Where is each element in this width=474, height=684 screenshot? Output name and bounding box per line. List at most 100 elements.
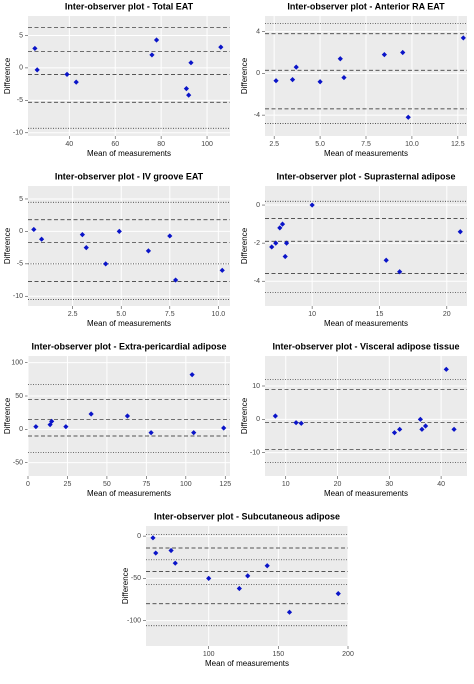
y-tick-label: 0 [19, 426, 23, 433]
y-tick-label: 0 [256, 70, 260, 77]
data-point [79, 232, 85, 238]
panel-title: Inter-observer plot - Visceral adipose t… [273, 341, 460, 351]
data-point [153, 37, 160, 43]
x-tick-label: 125 [219, 481, 231, 488]
data-point [73, 79, 79, 85]
data-point [32, 45, 38, 52]
data-point [298, 420, 304, 426]
y-tick-label: -4 [254, 278, 260, 285]
data-point [167, 233, 173, 239]
panel: Inter-observer plot - Extra-pericardial … [3, 341, 231, 498]
x-tick-label: 20 [334, 481, 342, 488]
data-point [124, 413, 131, 419]
plot-background [265, 356, 467, 476]
x-tick-label: 100 [201, 141, 213, 148]
y-tick-label: 50 [15, 393, 23, 400]
data-point [186, 92, 192, 98]
y-axis-label: Difference [121, 567, 130, 604]
x-tick-label: 40 [437, 481, 445, 488]
x-axis-label: Mean of measurements [324, 319, 408, 328]
x-tick-label: 20 [443, 311, 451, 318]
data-point [188, 60, 194, 66]
x-tick-label: 50 [103, 481, 111, 488]
panel-title: Inter-observer plot - Total EAT [65, 1, 194, 11]
data-point [460, 35, 466, 41]
panel: Inter-observer plot - Total EAT -10 -5 0 5 40… [3, 1, 230, 158]
y-tick-label: 100 [11, 360, 23, 367]
x-axis-label: Mean of measurements [324, 489, 408, 498]
x-tick-label: 150 [273, 651, 285, 658]
data-point [236, 585, 242, 592]
y-tick-label: -50 [13, 460, 23, 467]
y-tick-label: -10 [250, 450, 260, 457]
plot-background [28, 186, 230, 306]
data-point [145, 248, 152, 254]
x-tick-label: 2.5 [269, 141, 279, 148]
panel: Inter-observer plot - Subcutaneous adipo… [121, 511, 354, 668]
x-axis-label: Mean of measurements [87, 149, 171, 158]
x-tick-label: 100 [203, 651, 215, 658]
y-tick-label: 5 [19, 196, 23, 203]
x-tick-label: 30 [385, 481, 393, 488]
data-point [457, 229, 463, 235]
y-axis-label: Difference [3, 227, 12, 264]
y-tick-label: 0 [137, 533, 141, 540]
data-point [273, 78, 279, 84]
data-point [38, 236, 45, 242]
x-tick-label: 10.0 [405, 141, 419, 148]
plot-background [146, 526, 348, 646]
y-tick-label: -4 [254, 112, 260, 119]
data-point [221, 425, 227, 431]
x-tick-label: 40 [65, 141, 73, 148]
panel-title: Inter-observer plot - Extra-pericardial … [31, 341, 226, 351]
data-point [172, 560, 178, 566]
data-point [88, 411, 94, 417]
panel-title: Inter-observer plot - Anterior RA EAT [287, 1, 445, 11]
data-point [272, 413, 278, 419]
y-tick-label: 0 [19, 228, 23, 235]
x-axis-label: Mean of measurements [324, 149, 408, 158]
y-axis-label: Difference [240, 227, 249, 264]
plot-background [28, 16, 230, 136]
data-point [183, 86, 189, 92]
y-tick-label: 10 [252, 383, 260, 390]
y-axis-label: Difference [240, 397, 249, 434]
data-point [381, 52, 387, 58]
data-point [405, 114, 411, 120]
y-axis-label: Difference [3, 57, 12, 94]
y-axis-label: Difference [3, 397, 12, 434]
x-tick-label: 10 [282, 481, 290, 488]
panel: Inter-observer plot - Suprasternal adipo… [240, 171, 467, 328]
y-tick-label: -100 [127, 617, 141, 624]
y-tick-label: 0 [256, 416, 260, 423]
x-tick-label: 100 [180, 481, 192, 488]
x-tick-label: 5.0 [116, 311, 126, 318]
panel-title: Inter-observer plot - IV groove EAT [55, 171, 204, 181]
data-point [218, 44, 224, 50]
data-point [391, 430, 398, 436]
plot-background [265, 186, 467, 306]
x-axis-label: Mean of measurements [205, 659, 289, 668]
panel-title: Inter-observer plot - Suprasternal adipo… [276, 171, 455, 181]
panel-title: Inter-observer plot - Subcutaneous adipo… [154, 511, 340, 521]
x-tick-label: 0 [26, 481, 30, 488]
y-tick-label: 5 [19, 32, 23, 39]
y-tick-label: 0 [19, 65, 23, 72]
data-point [64, 71, 70, 77]
data-point [269, 244, 275, 250]
data-point [31, 226, 37, 233]
y-tick-label: -2 [254, 240, 260, 247]
y-tick-label: -5 [17, 261, 23, 268]
data-point [279, 221, 286, 227]
panel: Inter-observer plot - IV groove EAT -10 -5… [3, 171, 230, 328]
x-tick-label: 25 [64, 481, 72, 488]
x-tick-label: 2.5 [68, 311, 78, 318]
x-tick-label: 80 [157, 141, 165, 148]
panel: Inter-observer plot - Visceral adipose t… [240, 341, 467, 498]
x-axis-label: Mean of measurements [87, 489, 171, 498]
data-point [103, 261, 109, 267]
x-tick-label: 15 [376, 311, 384, 318]
x-tick-label: 200 [342, 651, 354, 658]
y-tick-label: -10 [13, 293, 23, 300]
y-tick-label: 4 [256, 28, 260, 35]
